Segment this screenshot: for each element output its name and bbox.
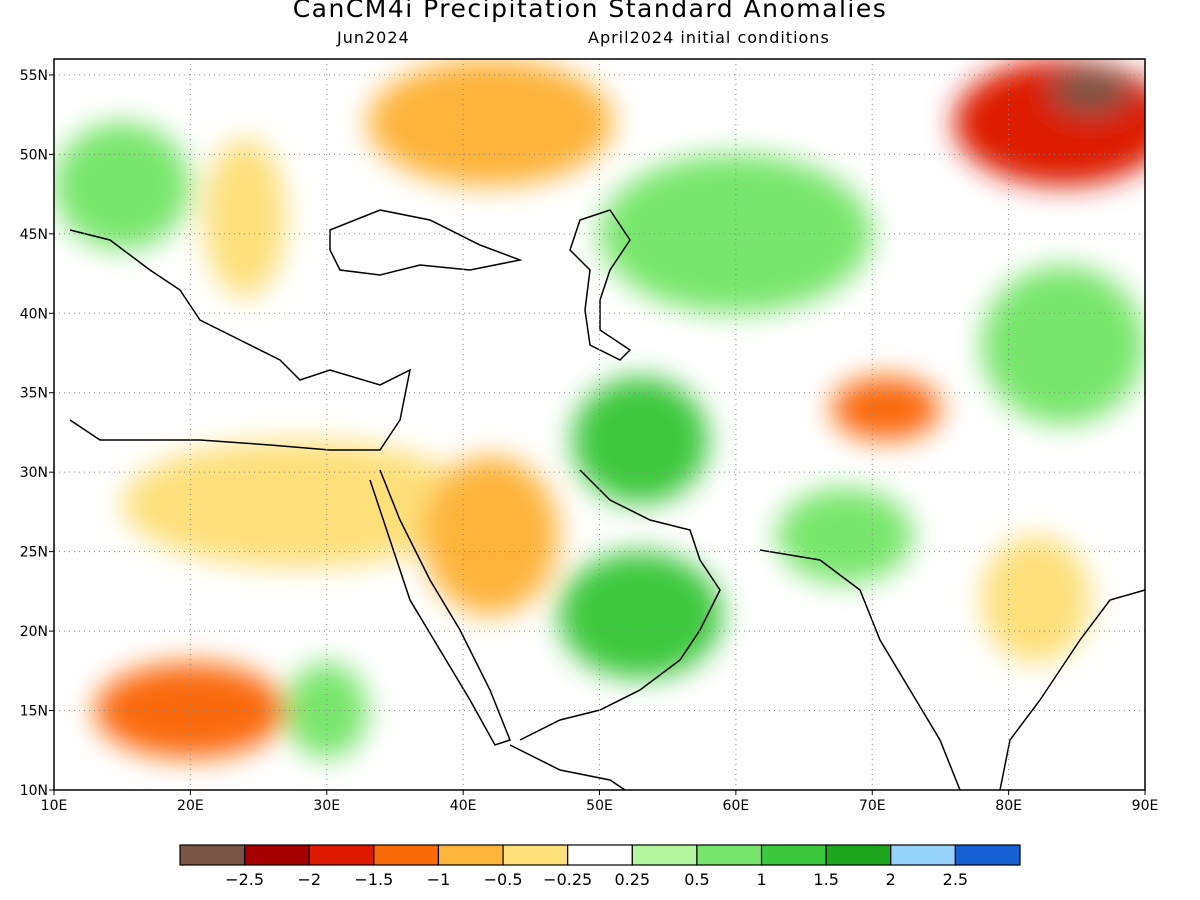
y-tick-label: 15N (20, 704, 48, 720)
colorbar-label: 1 (756, 870, 766, 889)
colorbar-label: 2.5 (943, 870, 968, 889)
colorbar: −2.5 −2 −1.5 −1 −0.5 −0.25 0.25 0.5 1 1.5 2 2.5 (179, 844, 1021, 889)
colorbar-swatch (631, 844, 698, 866)
x-tick-label: 50E (586, 798, 613, 814)
graticule (54, 59, 1145, 790)
anomaly-region-iran-wet (572, 376, 709, 504)
colorbar-label: 2 (886, 870, 896, 889)
india-coast (759, 549, 1145, 790)
x-tick-label: 10E (41, 798, 68, 814)
colorbar-swatch (760, 844, 827, 866)
colorbar-swatch (308, 844, 375, 866)
anomaly-region-central-europe-wet (54, 122, 191, 250)
anomaly-region-kazakhstan-wet (599, 154, 873, 314)
mediterranean-coast (69, 229, 412, 451)
anomaly-region-pakistan-dry (831, 376, 941, 441)
x-tick-label: 20E (177, 798, 204, 814)
caspian-coast (569, 209, 632, 361)
colorbar-swatch (179, 844, 246, 866)
colorbar-swatch (244, 844, 310, 866)
anomaly-region-sahel-dry (94, 662, 286, 759)
y-tick-label: 30N (20, 465, 48, 481)
colorbar-swatch (890, 844, 956, 866)
y-tick-label: 45N (20, 227, 48, 243)
anomaly-region-sudan-wet (285, 662, 368, 759)
anomaly-region-siberia-extreme-dry (1049, 66, 1132, 115)
colorbar-label: 1.5 (813, 870, 838, 889)
colorbar-label: −0.25 (543, 870, 592, 889)
colorbar-swatch (502, 844, 569, 866)
anomaly-region-indus-wet (776, 488, 914, 584)
coastlines (69, 209, 1145, 790)
axis-labels: 10E 20E 30E 40E 50E 60E 70E 80E 90E 10N 15N 20N 25N 3… (20, 68, 1159, 814)
y-tick-label: 50N (20, 147, 48, 163)
red-sea-coast (369, 469, 511, 746)
anomaly-region-oman-wet (558, 551, 723, 679)
x-tick-label: 80E (995, 798, 1022, 814)
x-tick-label: 90E (1132, 798, 1159, 814)
anomaly-region-arabia-dry (422, 456, 559, 616)
x-tick-label: 40E (450, 798, 477, 814)
anomaly-region-western-russia-dry (367, 59, 614, 187)
colorbar-label: −1.5 (354, 870, 393, 889)
colorbar-swatch (954, 844, 1021, 866)
y-tick-label: 10N (20, 783, 48, 799)
black-sea-coast (329, 209, 523, 276)
colorbar-swatch (373, 844, 440, 866)
anomaly-region-tibet-wet (981, 265, 1145, 425)
colorbar-swatch (437, 844, 504, 866)
anomaly-region-india-dry (981, 535, 1091, 663)
x-tick-label: 70E (859, 798, 886, 814)
colorbar-label: 0.5 (684, 870, 709, 889)
y-tick-label: 20N (20, 624, 48, 640)
colorbar-label: −0.5 (484, 870, 523, 889)
forecast-month: Jun2024 (337, 28, 410, 47)
y-tick-label: 55N (20, 68, 48, 84)
x-tick-label: 60E (723, 798, 750, 814)
persian-gulf-coast (519, 469, 721, 741)
y-tick-label: 40N (20, 306, 48, 322)
x-tick-label: 30E (313, 798, 340, 814)
colorbar-label: −2.5 (225, 870, 264, 889)
horn-africa-coast (509, 744, 626, 790)
anomaly-field (54, 59, 1145, 759)
colorbar-swatch (567, 844, 633, 866)
colorbar-label: −2 (297, 870, 321, 889)
y-tick-label: 35N (20, 386, 48, 402)
colorbar-swatch (825, 844, 892, 866)
anomaly-region-balkans-dry (204, 138, 286, 298)
map-title: CanCM4i Precipitation Standard Anomalies (292, 0, 888, 23)
initial-conditions-label: April2024 initial conditions (588, 28, 830, 47)
colorbar-swatch (696, 844, 763, 866)
colorbar-label: 0.25 (614, 870, 650, 889)
colorbar-label: −1 (427, 870, 451, 889)
y-tick-label: 25N (20, 545, 48, 561)
